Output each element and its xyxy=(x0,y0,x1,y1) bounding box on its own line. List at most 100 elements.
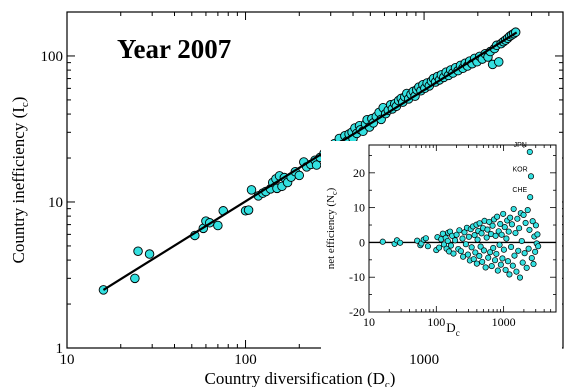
inset-data-point xyxy=(422,235,429,242)
inset-data-point xyxy=(516,274,524,281)
data-point xyxy=(213,220,223,231)
inset-data-point xyxy=(465,233,472,240)
inset-data-point xyxy=(478,230,485,237)
inset-data-point xyxy=(527,173,535,180)
inset-data-point xyxy=(497,220,504,228)
inset-data-point xyxy=(453,231,460,238)
inset-data-point xyxy=(484,226,491,233)
inset-data-point xyxy=(506,271,513,278)
inset-data-point xyxy=(462,241,469,248)
inset-data-point xyxy=(480,247,487,254)
inset-data-point xyxy=(497,261,504,268)
inset-data-point xyxy=(456,227,463,234)
inset-y-tick-label: 20 xyxy=(353,166,365,180)
inset-y-tick-label: -10 xyxy=(349,270,365,284)
y-axis-label: Country inefficiency (Ic) xyxy=(9,97,31,264)
inset-data-point xyxy=(397,239,404,246)
inset-data-point xyxy=(470,256,477,263)
inset-data-point xyxy=(486,218,493,225)
data-point xyxy=(144,249,155,259)
inset-annotation: JPN xyxy=(514,142,527,149)
inset-data-point xyxy=(525,245,532,252)
inset-data-point xyxy=(499,255,506,262)
inset-data-point xyxy=(464,251,471,258)
inset-data-point xyxy=(532,222,539,229)
inset-x-tick-label: 10 xyxy=(363,315,375,329)
inset-data-point xyxy=(513,268,520,275)
inset-data-point xyxy=(515,247,522,254)
inset-data-point xyxy=(424,243,431,250)
inset-data-point xyxy=(452,237,459,244)
inset-data-point xyxy=(526,148,533,156)
inset-data-point xyxy=(501,224,508,231)
inset-annotation: KOR xyxy=(512,166,527,173)
inset-data-point xyxy=(500,210,507,217)
inset-y-tick-label: 0 xyxy=(359,235,365,249)
inset-data-point xyxy=(479,258,486,265)
inset-data-point xyxy=(468,244,475,251)
plot-frame xyxy=(66,11,564,349)
inset-data-point xyxy=(526,226,533,233)
inset-data-point xyxy=(527,194,534,201)
inset-data-point xyxy=(508,243,515,250)
inset-data-point xyxy=(491,257,499,264)
x-tick-label: 100 xyxy=(234,352,257,368)
inset-data-point xyxy=(511,252,518,259)
inset-data-point xyxy=(471,232,478,239)
data-point xyxy=(243,205,254,215)
inset-data-point xyxy=(490,244,497,252)
inset-data-point xyxy=(524,207,531,214)
inset-data-point xyxy=(507,214,514,221)
inset-data-point xyxy=(519,259,526,266)
inset-data-point xyxy=(379,238,386,245)
inset-data-point xyxy=(521,250,528,257)
inset-data-point xyxy=(503,235,510,242)
inset-data-point xyxy=(488,263,495,270)
inset-annotation: CHE xyxy=(512,187,527,194)
inset-data-point xyxy=(474,236,481,243)
inset-data-point xyxy=(473,260,480,267)
inset-data-point xyxy=(496,241,503,248)
inset-data-point xyxy=(457,248,464,255)
inset-x-tick-label: 100 xyxy=(427,315,445,329)
inset-data-point xyxy=(522,219,529,226)
inset-data-point xyxy=(505,228,512,235)
data-point xyxy=(294,170,305,181)
inset-data-point xyxy=(459,235,466,242)
inset-data-point xyxy=(476,252,483,260)
inset-data-point xyxy=(483,234,490,241)
data-point xyxy=(133,246,143,256)
inset-data-point xyxy=(502,266,509,273)
inset-data-point xyxy=(514,215,521,222)
inset-y-tick-label: -20 xyxy=(349,305,365,319)
inset-data-point xyxy=(477,243,484,250)
inset-data-point xyxy=(436,244,443,251)
y-tick-label: 100 xyxy=(41,49,64,65)
inset-data-point xyxy=(447,242,455,249)
fit-line xyxy=(102,31,518,291)
data-point xyxy=(494,57,504,67)
inset-data-point xyxy=(528,255,535,262)
inset-data-point xyxy=(472,249,479,256)
inset-data-point xyxy=(529,218,536,225)
inset-data-point xyxy=(487,249,494,256)
inset-data-point xyxy=(516,225,523,232)
inset-data-point xyxy=(504,258,512,265)
inset-data-point xyxy=(493,250,500,257)
inset-y-tick-label: 10 xyxy=(353,201,365,215)
inset-data-point xyxy=(518,237,525,245)
inset-data-point xyxy=(512,229,519,237)
x-tick-label: 1000 xyxy=(409,352,439,368)
inset-y-axis-label: net efficiency (Nc) xyxy=(325,187,339,269)
x-tick-label: 10 xyxy=(60,352,75,368)
inset-x-tick-label: 1000 xyxy=(492,315,516,329)
inset-data-point xyxy=(414,237,421,244)
inset-data-point xyxy=(530,260,537,268)
inset-data-point xyxy=(444,237,451,245)
inset-data-point xyxy=(482,264,489,271)
inset-data-point xyxy=(498,231,505,238)
inset-data-point xyxy=(476,220,483,227)
inset-data-point xyxy=(534,231,541,238)
